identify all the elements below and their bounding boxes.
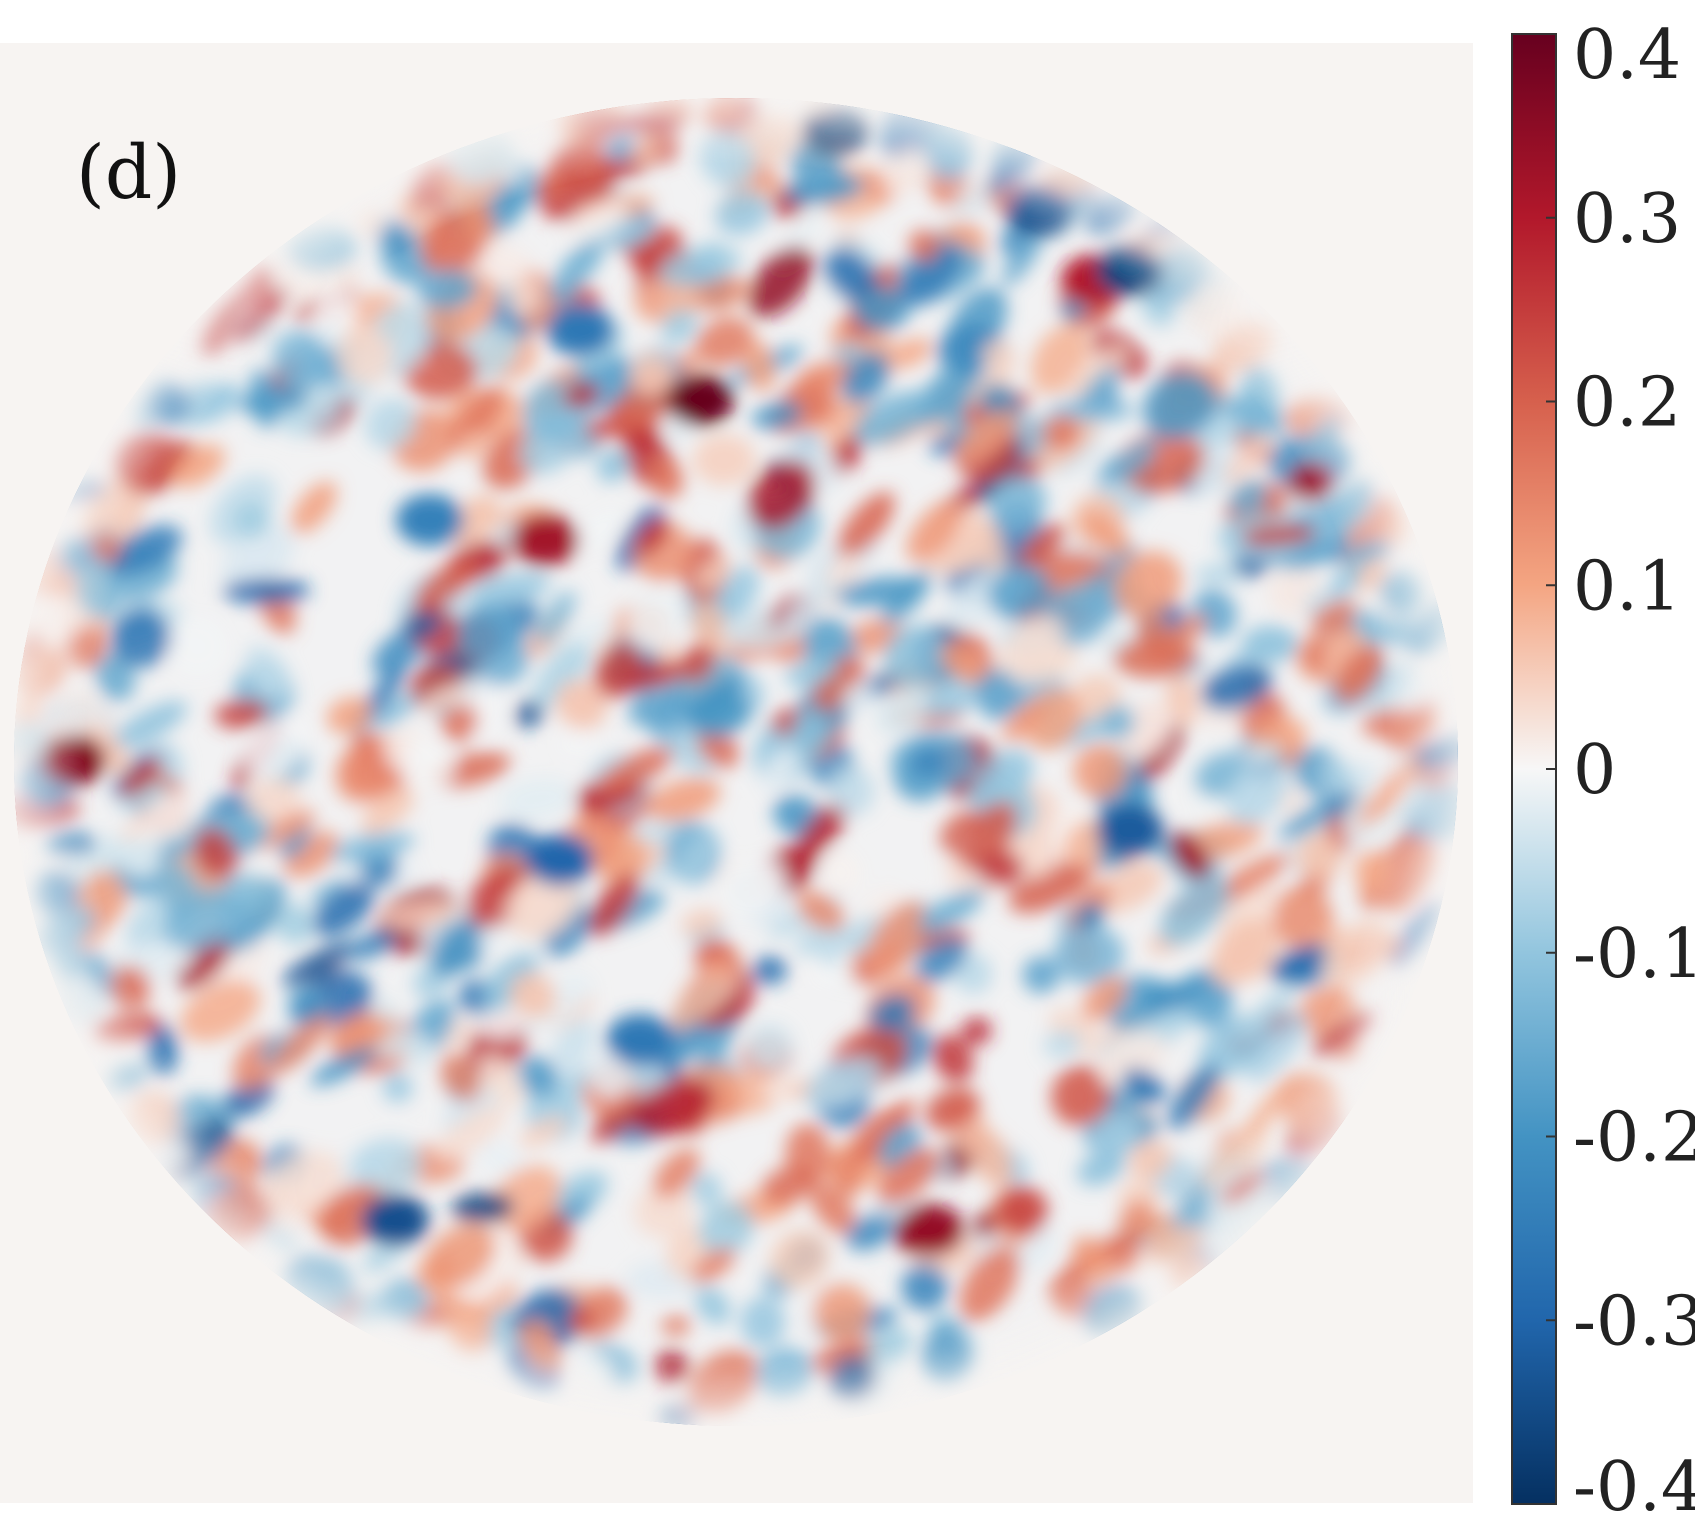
- colorbar-tick-label: -0.1: [1573, 915, 1695, 994]
- colorbar-tick-label: -0.4: [1573, 1448, 1695, 1524]
- colorbar-tick-label: -0.3: [1573, 1282, 1695, 1361]
- disk-edge-fade: [14, 98, 1458, 1426]
- colorbar-tick-label: -0.2: [1573, 1099, 1695, 1178]
- colorbar: 0.4 0.3 0.2 0.1 0 -0.1 -0.2 -0.3 -0.4: [1511, 16, 1695, 1524]
- colorbar-tick-label: 0.4: [1573, 16, 1681, 95]
- heatmap-disk: [14, 98, 1458, 1426]
- colorbar-ticks: 0.4 0.3 0.2 0.1 0 -0.1 -0.2 -0.3 -0.4: [1546, 16, 1695, 1524]
- colorbar-tick-label: 0: [1573, 731, 1616, 810]
- colorbar-tick-label: 0.2: [1573, 364, 1681, 443]
- colorbar-tick-label: 0.3: [1573, 180, 1681, 259]
- panel-label: (d): [76, 130, 181, 216]
- colorbar-tick-label: 0.1: [1573, 547, 1681, 626]
